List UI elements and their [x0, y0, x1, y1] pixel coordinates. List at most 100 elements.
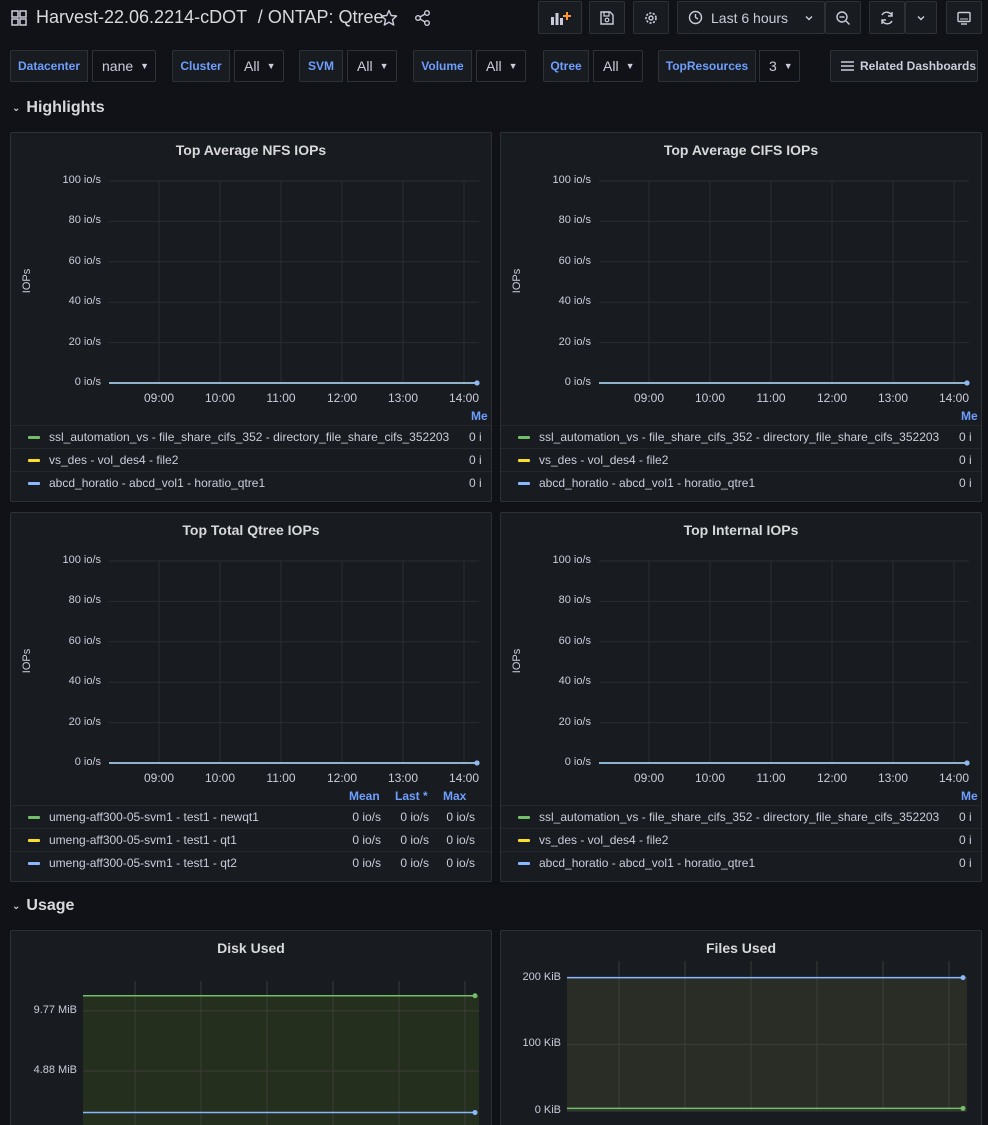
chevron-down-icon: ▼ [140, 61, 150, 71]
legend-swatch [518, 816, 530, 819]
legend-item[interactable]: ssl_automation_vs - file_share_cifs_352 … [11, 425, 491, 448]
y-axis-title: IOPs [511, 648, 523, 674]
y-tick-label: 100 io/s [552, 554, 591, 566]
legend-header-2[interactable]: Max [443, 789, 467, 803]
x-tick-label: 13:00 [877, 771, 909, 785]
legend-mean: 0 io/s [352, 833, 381, 847]
variable-select-svm[interactable]: All ▼ [347, 50, 397, 82]
tv-mode-button[interactable] [946, 1, 982, 34]
save-dashboard-button[interactable] [589, 1, 625, 34]
legend-item[interactable]: abcd_horatio - abcd_vol1 - horatio_qtre1… [501, 851, 981, 874]
legend-last: 0 io/s [400, 810, 429, 824]
refresh-interval-button[interactable] [905, 1, 937, 34]
series-point-0 [960, 975, 966, 981]
legend-item[interactable]: abcd_horatio - abcd_vol1 - horatio_qtre1… [501, 471, 981, 494]
star-icon[interactable] [380, 9, 398, 27]
chevron-down-icon: ⌄ [12, 900, 21, 912]
legend-mean: 0 i [959, 430, 972, 444]
legend-item[interactable]: vs_des - vol_des4 - file2 0 i [501, 448, 981, 471]
legend-mean: 0 i [469, 430, 482, 444]
y-tick-label: 100 KiB [522, 1037, 561, 1050]
legend-mean: 0 i [959, 476, 972, 490]
legend-item[interactable]: ssl_automation_vs - file_share_cifs_352 … [501, 805, 981, 828]
variable-select-cluster[interactable]: All ▼ [234, 50, 284, 82]
legend-item[interactable]: vs_des - vol_des4 - file2 0 i [11, 448, 491, 471]
time-picker-button[interactable]: Last 6 hours [677, 1, 825, 34]
x-tick-label: 09:00 [143, 391, 175, 405]
legend-swatch [518, 459, 530, 462]
chevron-down-icon [917, 15, 925, 20]
add-panel-icon [551, 11, 571, 25]
legend-swatch [28, 839, 40, 842]
y-axis-title: IOPs [21, 648, 33, 674]
legend-swatch [28, 482, 40, 485]
y-tick-label: 80 io/s [68, 594, 101, 607]
dashboard-title[interactable]: ONTAP: Qtree [267, 7, 384, 27]
x-tick-label: 09:00 [633, 771, 665, 785]
series-point-2 [964, 760, 970, 766]
legend-series-name: vs_des - vol_des4 - file2 [539, 833, 669, 847]
series-point-1 [960, 1105, 966, 1111]
panel-title[interactable]: Disk Used [217, 940, 285, 956]
row-highlights[interactable]: ⌄ Highlights [12, 99, 105, 117]
series-point-2 [964, 380, 970, 386]
legend-item[interactable]: abcd_horatio - abcd_vol1 - horatio_qtre1… [11, 471, 491, 494]
y-tick-label: 80 io/s [558, 214, 591, 227]
variable-value: nane [102, 58, 134, 74]
y-tick-label: 20 io/s [558, 715, 591, 728]
legend-item[interactable]: umeng-aff300-05-svm1 - test1 - qt2 0 io/s… [11, 851, 491, 874]
panel-title[interactable]: Files Used [705, 940, 777, 956]
dashboard-settings-button[interactable] [633, 1, 669, 34]
legend-swatch [518, 482, 530, 485]
chevron-down-icon: ▼ [783, 61, 793, 71]
legend-last: 0 io/s [400, 833, 429, 847]
legend-item[interactable]: ssl_automation_vs - file_share_cifs_352 … [501, 425, 981, 448]
legend-item[interactable]: umeng-aff300-05-svm1 - test1 - qt1 0 io/s… [11, 828, 491, 851]
variable-value: All [244, 58, 260, 74]
x-tick-label: 14:00 [938, 771, 970, 785]
panel-title[interactable]: Top Average NFS IOPs [175, 142, 327, 158]
variable-select-datacenter[interactable]: nane ▼ [92, 50, 156, 82]
variable-select-qtree[interactable]: All ▼ [593, 50, 643, 82]
legend-mean: 0 i [469, 453, 482, 467]
related-dashboards-label: Related Dashboards [860, 59, 977, 73]
panel-title[interactable]: Top Internal IOPs [683, 522, 799, 538]
legend-item[interactable]: vs_des - vol_des4 - file2 0 i [501, 828, 981, 851]
time-range-label: Last 6 hours [711, 9, 789, 26]
legend-header-0[interactable]: Mean [349, 789, 380, 803]
related-dashboards-button[interactable]: Related Dashboards [830, 50, 978, 82]
y-tick-label: 20 io/s [558, 335, 591, 348]
dashboards-grid-icon[interactable] [11, 10, 27, 26]
legend-mean: 0 io/s [352, 856, 381, 870]
legend-header-mean[interactable]: Me [961, 409, 978, 423]
legend-item[interactable]: umeng-aff300-05-svm1 - test1 - newqt1 0 i… [11, 805, 491, 828]
variable-select-topresources[interactable]: 3 ▼ [759, 50, 800, 82]
y-tick-label: 40 io/s [68, 675, 101, 688]
y-tick-label: 200 KiB [522, 970, 561, 983]
panel-title[interactable]: Top Average CIFS IOPs [663, 142, 819, 158]
add-panel-button[interactable] [538, 1, 582, 34]
legend-header-mean[interactable]: Me [471, 409, 488, 423]
variable-label-datacenter: Datacenter [10, 50, 88, 82]
variable-select-volume[interactable]: All ▼ [476, 50, 526, 82]
legend-max: 0 io/s [446, 833, 475, 847]
chart-plot-area[interactable] [83, 981, 485, 1125]
chart-plot-area[interactable] [109, 176, 489, 388]
zoom-out-button[interactable] [825, 1, 861, 34]
x-tick-label: 14:00 [938, 391, 970, 405]
share-icon[interactable] [414, 9, 432, 27]
folder-link[interactable]: Harvest-22.06.2214-cDOT [36, 7, 247, 27]
legend-header-1[interactable]: Last * [395, 789, 428, 803]
chart-plot-area[interactable] [567, 961, 973, 1117]
y-tick-label: 9.77 MiB [33, 1003, 77, 1016]
zoom-out-icon [836, 10, 850, 25]
row-usage[interactable]: ⌄ Usage [12, 897, 74, 915]
y-tick-label: 40 io/s [558, 675, 591, 688]
panel-title[interactable]: Top Total Qtree IOPs [182, 522, 320, 538]
chart-plot-area[interactable] [599, 176, 979, 388]
legend-header-mean[interactable]: Me [961, 789, 978, 803]
chart-plot-area[interactable] [109, 556, 489, 768]
refresh-button[interactable] [869, 1, 905, 34]
chart-plot-area[interactable] [599, 556, 979, 768]
y-tick-label: 40 io/s [68, 295, 101, 308]
